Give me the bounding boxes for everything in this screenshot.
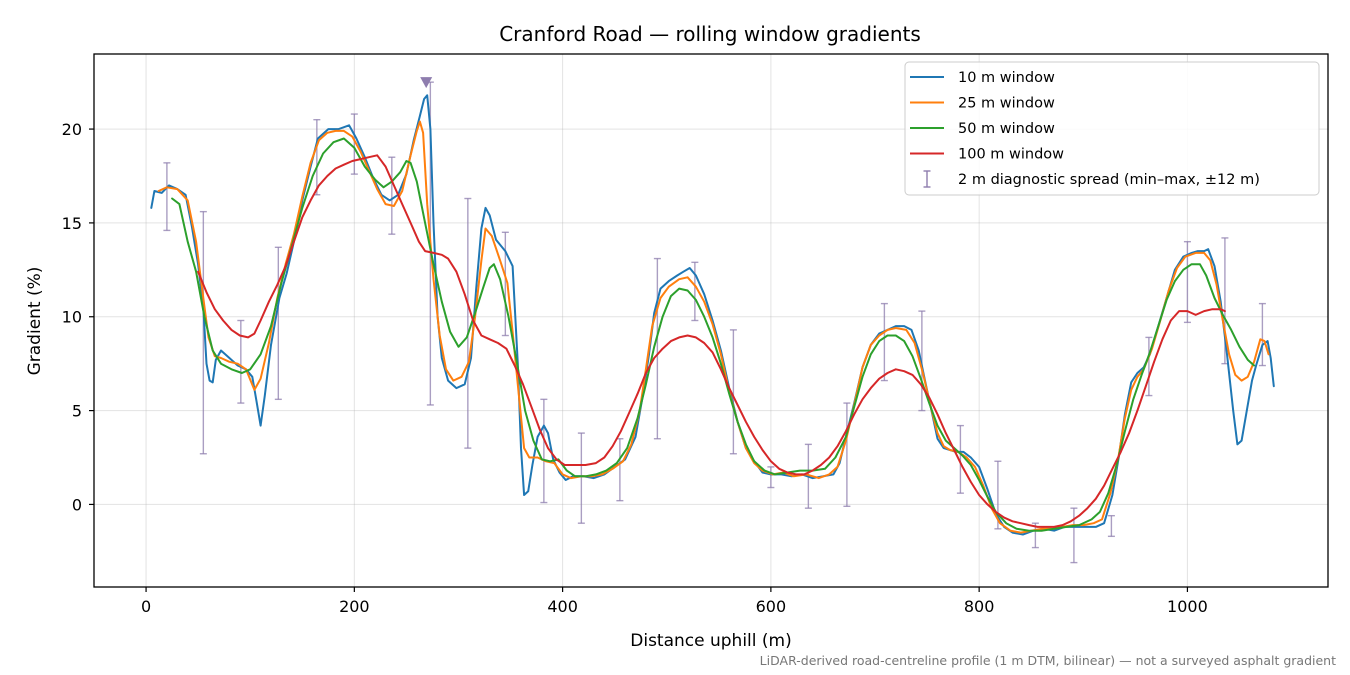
errorbar <box>843 402 851 507</box>
peak-marker <box>420 77 433 89</box>
x-tick-label: 400 <box>547 597 578 616</box>
y-tick-label: 5 <box>72 402 82 421</box>
errorbar <box>163 162 171 232</box>
plot-frame <box>93 53 1329 588</box>
errorbar <box>350 113 358 175</box>
series-line-1 <box>157 120 1270 534</box>
errorbar <box>274 246 282 401</box>
legend-label: 10 m window <box>958 70 1055 86</box>
errorbar <box>501 231 509 337</box>
series-line-2 <box>171 137 1256 532</box>
errorbar <box>880 302 888 382</box>
y-tick-label: 20 <box>62 120 82 139</box>
legend-label: 25 m window <box>958 96 1055 112</box>
chart-footnote: LiDAR-derived road-centreline profile (1… <box>760 653 1336 668</box>
x-axis-ticks: 0 200 400 600 800 1000 <box>141 587 1208 616</box>
legend-label: 2 m diagnostic spread (min–max, ±12 m) <box>958 172 1260 188</box>
legend-box <box>904 61 1320 196</box>
x-tick-label: 600 <box>756 597 787 616</box>
peak-marker-layer <box>420 77 433 89</box>
errorbar <box>237 319 245 404</box>
series-line-3 <box>197 154 1226 528</box>
legend-label: 50 m window <box>958 121 1055 137</box>
x-axis-label: Distance uphill (m) <box>630 631 791 651</box>
x-tick-label: 200 <box>339 597 370 616</box>
y-tick-label: 10 <box>62 308 82 327</box>
errorbar <box>464 197 472 449</box>
x-tick-label: 1000 <box>1167 597 1208 616</box>
y-axis-label: Gradient (%) <box>25 267 45 376</box>
y-axis-ticks: 0 5 10 15 20 <box>62 120 94 514</box>
errorbar <box>199 210 207 455</box>
errorbar <box>1070 507 1078 564</box>
errorbar <box>1107 514 1115 538</box>
errorbar <box>767 466 775 489</box>
errorbar <box>691 261 699 322</box>
errorbar <box>1258 302 1266 367</box>
errorbar <box>388 156 396 235</box>
y-tick-label: 0 <box>72 495 82 514</box>
errorbar <box>956 424 964 494</box>
x-tick-label: 800 <box>964 597 995 616</box>
series-lines <box>150 94 1275 536</box>
errorbar <box>577 432 585 524</box>
chart-title: Cranford Road — rolling window gradients <box>499 22 921 46</box>
legend: 10 m window 25 m window 50 m window 100 m w… <box>904 61 1320 196</box>
errorbar <box>729 329 737 455</box>
errorbar <box>1145 336 1153 397</box>
legend-entries: 10 m window 25 m window 50 m window 100 m w… <box>910 70 1260 188</box>
legend-label: 100 m window <box>958 147 1064 163</box>
errorbar <box>540 398 548 504</box>
y-tick-label: 15 <box>62 214 82 233</box>
errorbar <box>653 257 661 440</box>
x-tick-label: 0 <box>141 597 151 616</box>
